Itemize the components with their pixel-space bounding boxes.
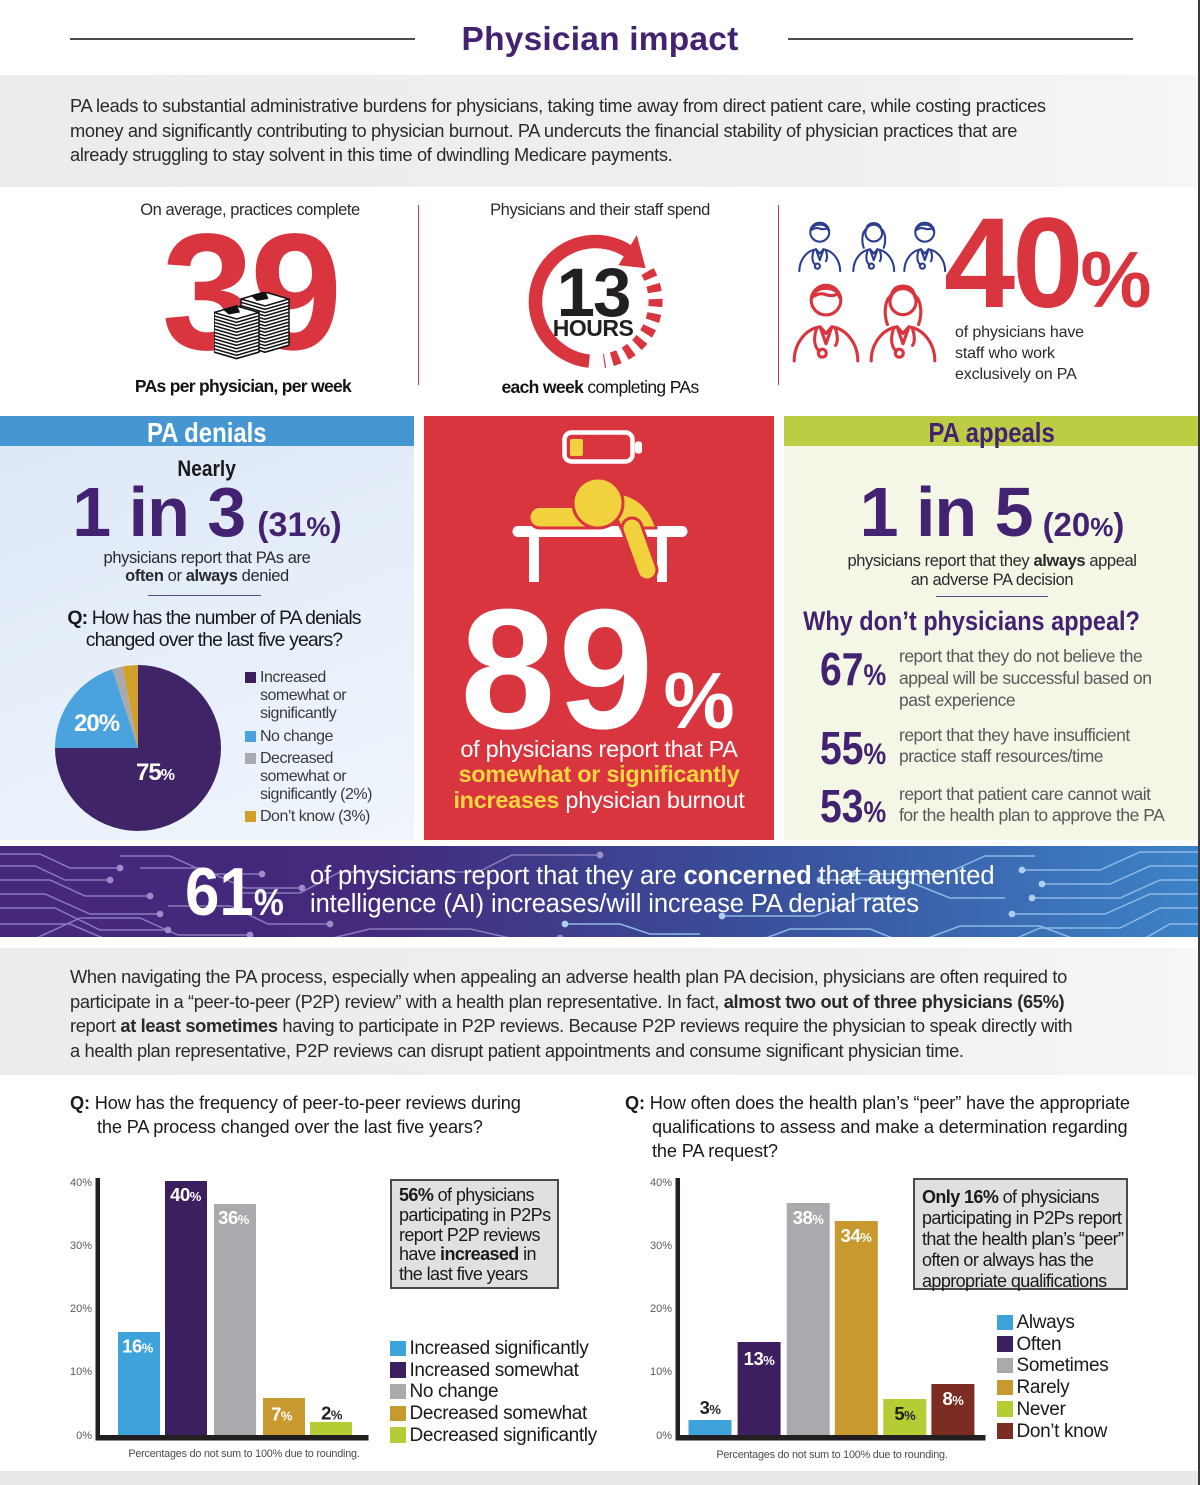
svg-text:30%: 30% <box>70 1240 92 1252</box>
svg-text:2%: 2% <box>321 1403 343 1424</box>
svg-text:40%: 40% <box>650 1177 672 1189</box>
svg-text:38%: 38% <box>793 1207 825 1228</box>
svg-text:0%: 0% <box>76 1430 92 1442</box>
svg-text:20%: 20% <box>70 1303 92 1315</box>
svg-text:36%: 36% <box>218 1207 250 1228</box>
svg-text:7%: 7% <box>271 1404 293 1425</box>
svg-text:13%: 13% <box>744 1348 776 1369</box>
svg-text:5%: 5% <box>894 1403 916 1424</box>
svg-text:13: 13 <box>557 254 630 331</box>
svg-text:20%: 20% <box>650 1303 672 1315</box>
svg-text:8%: 8% <box>942 1388 964 1409</box>
svg-text:40%: 40% <box>170 1184 202 1205</box>
svg-text:HOURS: HOURS <box>553 315 634 341</box>
svg-text:3%: 3% <box>700 1397 722 1418</box>
svg-text:0%: 0% <box>656 1430 672 1442</box>
svg-text:34%: 34% <box>841 1225 873 1246</box>
svg-text:10%: 10% <box>70 1366 92 1378</box>
svg-text:40%: 40% <box>70 1177 92 1189</box>
svg-text:30%: 30% <box>650 1240 672 1252</box>
svg-text:16%: 16% <box>122 1336 154 1357</box>
svg-text:10%: 10% <box>650 1366 672 1378</box>
